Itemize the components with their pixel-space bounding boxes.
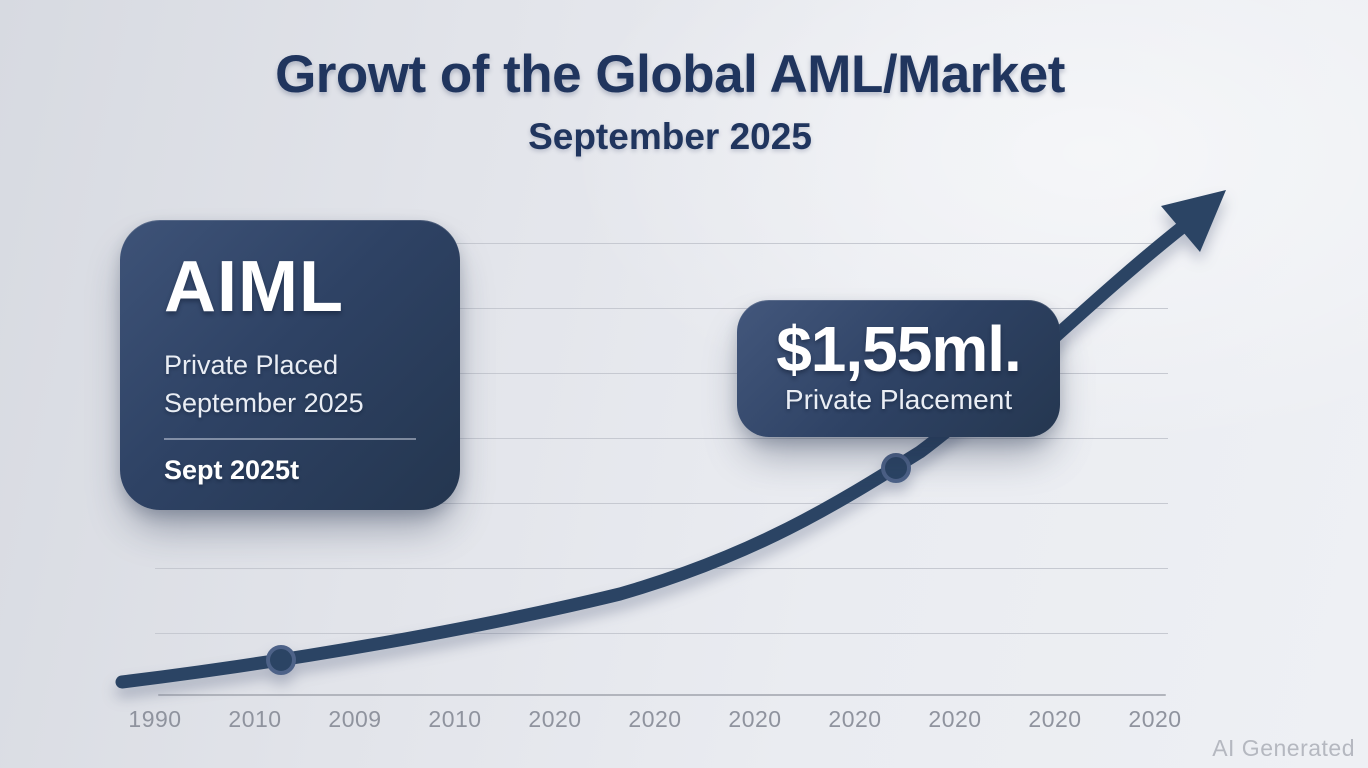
aiml-card-line1: Private Placed xyxy=(164,349,339,380)
header: Growt of the Global AML/Market September… xyxy=(0,46,1354,158)
aiml-card-line2: September 2025 xyxy=(164,387,364,418)
x-axis-line xyxy=(158,694,1166,696)
x-tick-label: 2020 xyxy=(828,706,882,732)
x-tick-label: 2020 xyxy=(1128,706,1182,732)
gridline xyxy=(155,568,1168,569)
x-tick-label: 2009 xyxy=(328,706,382,732)
value-card: $1,55ml. Private Placement xyxy=(737,300,1060,437)
aiml-card-subtext: Private Placed September 2025 xyxy=(164,346,460,422)
page-title: Growt of the Global AML/Market xyxy=(275,45,1065,104)
x-tick-label: 2020 xyxy=(528,706,582,732)
gridline xyxy=(155,243,1168,244)
gridline xyxy=(155,633,1168,634)
x-tick-label: 2010 xyxy=(428,706,482,732)
value-card-amount: $1,55ml. xyxy=(776,313,1022,385)
gridline xyxy=(155,503,1168,504)
x-tick-label: 2010 xyxy=(228,706,282,732)
ai-generated-watermark: AI Generated xyxy=(1212,735,1355,761)
gridline xyxy=(155,373,1168,374)
x-axis-labels: 1990 2010 2009 2010 2020 2020 2020 2020 2020 2020… xyxy=(105,706,1205,733)
aiml-card: AIML Private Placed September 2025 Sept … xyxy=(120,220,460,510)
aiml-card-footer: Sept 2025t xyxy=(164,454,300,485)
x-tick-label: 1990 xyxy=(128,706,182,732)
arrow-head-icon xyxy=(1161,190,1226,252)
x-tick-label: 2020 xyxy=(728,706,782,732)
data-point-marker-2 xyxy=(881,453,911,483)
gridline xyxy=(155,308,1168,309)
value-card-label: Private Placement xyxy=(784,384,1013,416)
page-subtitle: September 2025 xyxy=(528,116,812,158)
data-point-marker-1 xyxy=(266,645,296,675)
x-tick-label: 2020 xyxy=(1028,706,1082,732)
chart-gridlines xyxy=(155,0,1168,768)
x-tick-label: 2020 xyxy=(928,706,982,732)
aiml-card-divider xyxy=(164,437,416,440)
gridline xyxy=(155,438,1168,439)
aiml-card-heading: AIML xyxy=(164,247,344,327)
x-tick-label: 2020 xyxy=(628,706,682,732)
